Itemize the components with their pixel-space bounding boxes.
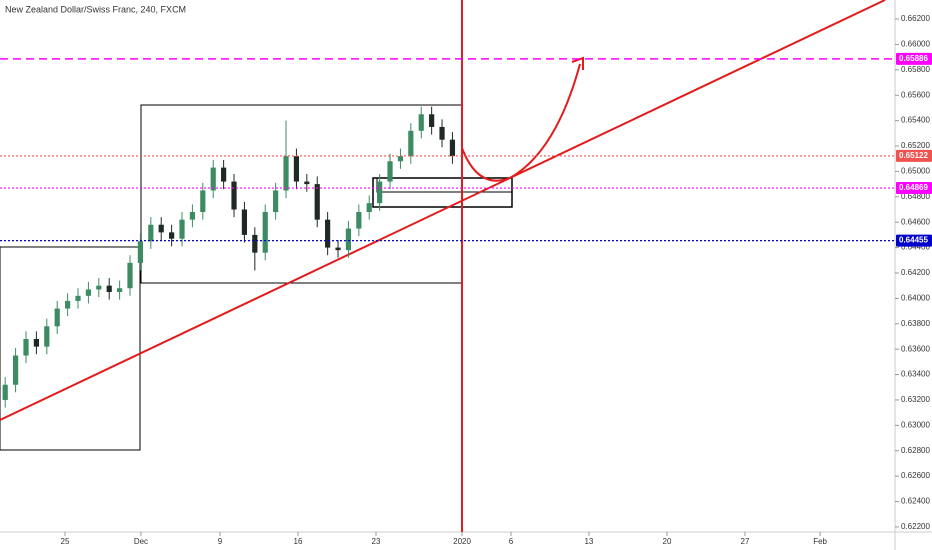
y-tick-label: 0.65800 bbox=[901, 65, 930, 74]
candle-body bbox=[158, 224, 164, 233]
candle-body bbox=[65, 300, 71, 309]
candle-body bbox=[241, 209, 248, 235]
candle-body bbox=[23, 339, 29, 356]
candle-body bbox=[231, 181, 237, 210]
y-tick-label: 0.64000 bbox=[901, 293, 930, 302]
x-tick-label: 20 bbox=[663, 537, 672, 546]
candle-body bbox=[221, 167, 227, 182]
candle-body bbox=[366, 203, 372, 213]
candle-body bbox=[200, 190, 206, 213]
candle-body bbox=[252, 234, 258, 253]
candle-body bbox=[2, 384, 8, 400]
y-tick-label: 0.63000 bbox=[901, 420, 930, 429]
y-tick-label: 0.65600 bbox=[901, 90, 930, 99]
candle-body bbox=[210, 167, 216, 191]
candle-body bbox=[335, 247, 341, 251]
candle-body bbox=[262, 212, 268, 253]
candle-body bbox=[148, 224, 154, 242]
drawings bbox=[0, 0, 886, 532]
candle-body bbox=[137, 241, 144, 263]
y-tick-label: 0.66000 bbox=[901, 40, 930, 49]
candle-body bbox=[273, 190, 279, 213]
price-label: 0.64455 bbox=[899, 236, 928, 245]
candle-body bbox=[106, 285, 112, 293]
candle-body bbox=[54, 308, 60, 327]
candle-body bbox=[127, 262, 133, 289]
y-tick-label: 0.62800 bbox=[901, 446, 930, 455]
y-tick-label: 0.62400 bbox=[901, 497, 930, 506]
y-tick-label: 0.62600 bbox=[901, 471, 930, 480]
y-tick-label: 0.65400 bbox=[901, 116, 930, 125]
candle-body bbox=[304, 181, 310, 185]
projection-arrow bbox=[461, 63, 581, 182]
y-tick-label: 0.64800 bbox=[901, 192, 930, 201]
candle-body bbox=[429, 114, 435, 127]
trend-line bbox=[0, 0, 886, 421]
y-tick-label: 0.65200 bbox=[901, 141, 930, 150]
chart-title: New Zealand Dollar/Swiss Franc, 240, FXC… bbox=[5, 4, 186, 14]
y-tick-label: 0.63600 bbox=[901, 344, 930, 353]
candle-body bbox=[377, 181, 383, 204]
x-tick-label: 6 bbox=[509, 537, 514, 546]
x-tick-label: Dec bbox=[134, 537, 148, 546]
price-label-box bbox=[896, 149, 932, 162]
candle-body bbox=[387, 161, 393, 182]
y-tick-label: 0.63800 bbox=[901, 319, 930, 328]
y-tick-label: 0.63200 bbox=[901, 395, 930, 404]
price-label: 0.64869 bbox=[899, 183, 928, 192]
candle-body bbox=[449, 139, 456, 157]
y-tick-label: 0.64200 bbox=[901, 268, 930, 277]
candle-body bbox=[96, 285, 102, 290]
candle-body bbox=[85, 289, 92, 296]
y-tick-label: 0.64600 bbox=[901, 217, 930, 226]
price-label-box bbox=[896, 234, 932, 247]
x-tick-label: 2020 bbox=[453, 537, 471, 546]
candle-body bbox=[117, 288, 123, 293]
y-tick-label: 0.62200 bbox=[901, 522, 930, 531]
y-tick-label: 0.64400 bbox=[901, 243, 930, 252]
x-tick-label: 9 bbox=[218, 537, 223, 546]
candle-body bbox=[44, 326, 50, 347]
candle-body bbox=[179, 219, 185, 239]
candle-body bbox=[13, 355, 19, 385]
candle-body bbox=[189, 212, 196, 220]
price-label-box bbox=[896, 182, 932, 195]
candle-body bbox=[397, 156, 404, 162]
box-drawing bbox=[0, 246, 141, 451]
candle-body bbox=[314, 184, 320, 220]
candle-body bbox=[283, 156, 289, 191]
box-drawing bbox=[376, 177, 513, 193]
candle-body bbox=[169, 232, 175, 239]
candle-body bbox=[345, 228, 352, 251]
x-tick-label: 27 bbox=[741, 537, 750, 546]
candle-body bbox=[293, 156, 300, 182]
candle-body bbox=[33, 339, 40, 347]
x-tick-label: 13 bbox=[584, 537, 593, 546]
y-tick-label: 0.66200 bbox=[901, 14, 930, 23]
price-label-box bbox=[896, 52, 932, 65]
x-tick-label: 16 bbox=[294, 537, 303, 546]
y-tick-label: 0.65000 bbox=[901, 167, 930, 176]
candle-body bbox=[325, 219, 331, 248]
x-tick-label: 25 bbox=[61, 537, 70, 546]
candle-body bbox=[439, 126, 445, 140]
price-label: 0.65122 bbox=[899, 151, 928, 160]
arrow-head bbox=[571, 56, 584, 70]
y-tick-label: 0.63400 bbox=[901, 370, 930, 379]
x-tick-label: Feb bbox=[813, 537, 827, 546]
price-label: 0.65886 bbox=[899, 54, 928, 63]
candle-body bbox=[75, 295, 81, 301]
candle-body bbox=[418, 114, 424, 131]
candle-body bbox=[408, 130, 414, 157]
candle-body bbox=[356, 212, 362, 229]
x-tick-label: 23 bbox=[372, 537, 381, 546]
